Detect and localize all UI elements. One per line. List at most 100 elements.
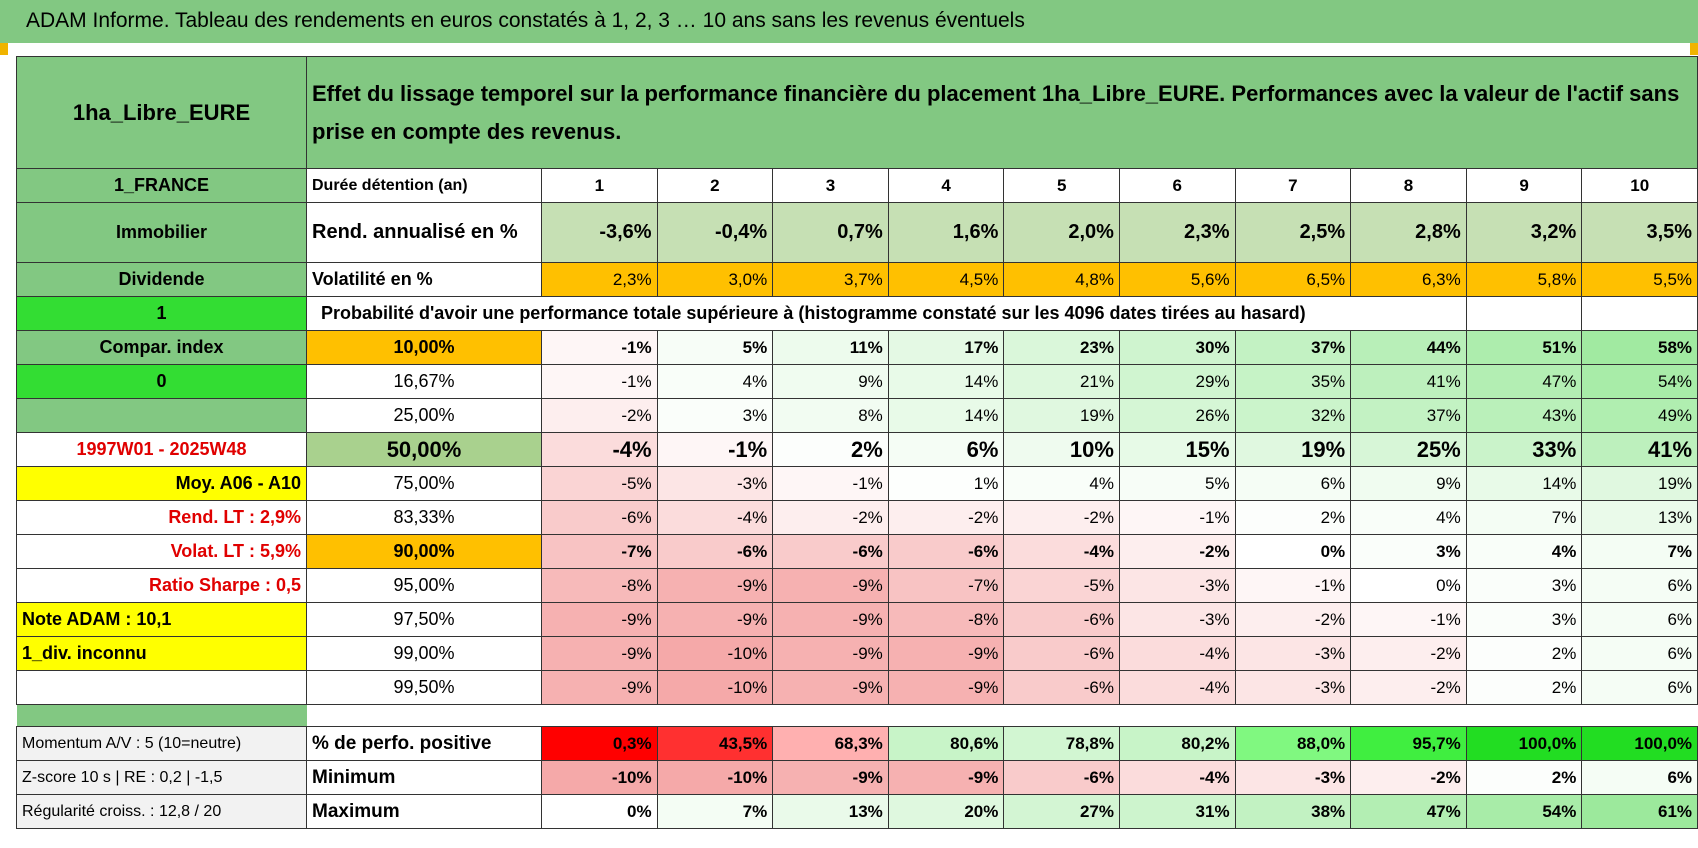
- table-row: 1997W01 - 2025W48 50,00% -4% -1% 2% 6% 10% 15% 1…: [16, 432, 1698, 467]
- empty-cell: [1465, 296, 1583, 331]
- value-cell: -1%: [541, 364, 658, 399]
- value-cell: 3,5%: [1581, 202, 1698, 263]
- row-label: Durée détention (an): [306, 168, 542, 203]
- row-header: [16, 398, 307, 433]
- title-bar: ADAM Informe. Tableau des rendements en …: [0, 0, 1698, 43]
- value-cell: 41%: [1350, 364, 1467, 399]
- value-cell: 1: [541, 168, 658, 203]
- asset-name: 1ha_Libre_EURE: [16, 56, 307, 169]
- table-row: Ratio Sharpe : 0,5 95,00% -8% -9% -9% -7% -5% -…: [16, 568, 1698, 603]
- value-cell: 10: [1581, 168, 1698, 203]
- row-header: 1_div. inconnu: [16, 636, 307, 671]
- value-cell: -1%: [1118, 500, 1236, 535]
- value-cell: -5%: [1003, 568, 1120, 603]
- value-cell: -5%: [541, 466, 658, 501]
- value-cell: -10%: [656, 670, 774, 705]
- row-label: Maximum: [306, 794, 542, 829]
- value-cell: 4,5%: [887, 262, 1005, 297]
- value-cell: 54%: [1581, 364, 1698, 399]
- value-cell: -6%: [1003, 670, 1120, 705]
- value-cell: -9%: [772, 636, 889, 671]
- value-cell: 11%: [772, 330, 889, 365]
- value-cell: 49%: [1581, 398, 1698, 433]
- value-cell: 58%: [1581, 330, 1698, 365]
- value-cell: 35%: [1234, 364, 1352, 399]
- title: ADAM Informe. Tableau des rendements en …: [26, 9, 1025, 32]
- value-cell: 30%: [1118, 330, 1236, 365]
- value-cell: 14%: [1465, 466, 1583, 501]
- value-cell: -1%: [1350, 602, 1467, 637]
- value-cell: 68,3%: [772, 726, 889, 761]
- value-cell: 5%: [1118, 466, 1236, 501]
- value-cell: 17%: [887, 330, 1005, 365]
- value-cell: -9%: [772, 568, 889, 603]
- value-cell: 4,8%: [1003, 262, 1120, 297]
- row-header: Ratio Sharpe : 0,5: [16, 568, 307, 603]
- row-label: 10,00%: [306, 330, 542, 365]
- spacer-cell: [16, 704, 307, 727]
- value-cell: 6%: [1581, 760, 1698, 795]
- value-cell: -10%: [656, 636, 774, 671]
- value-cell: 95,7%: [1350, 726, 1467, 761]
- value-cell: 4%: [1350, 500, 1467, 535]
- value-cell: -10%: [656, 760, 774, 795]
- row-header: Note ADAM : 10,1: [16, 602, 307, 637]
- value-cell: 7%: [1581, 534, 1698, 569]
- value-cell: -6%: [656, 534, 774, 569]
- table-row: Régularité croiss. : 12,8 / 20 Maximum 0% 7…: [16, 794, 1698, 829]
- row-header: Dividende: [16, 262, 307, 297]
- table-row: Note ADAM : 10,1 97,50% -9% -9% -9% -8% -6% -3%…: [16, 602, 1698, 637]
- value-cell: 0,7%: [772, 202, 889, 263]
- value-cell: -6%: [887, 534, 1005, 569]
- table-row: Moy. A06 - A10 75,00% -5% -3% -1% 1% 4% 5% 6% 9% 1…: [16, 466, 1698, 501]
- value-cell: -2%: [772, 500, 889, 535]
- row-header: Rend. LT : 2,9%: [16, 500, 307, 535]
- row-header: Régularité croiss. : 12,8 / 20: [16, 794, 307, 829]
- value-cell: 7%: [656, 794, 774, 829]
- row-header: Compar. index: [16, 330, 307, 365]
- value-cell: -4%: [541, 432, 658, 467]
- value-cell: -6%: [1003, 636, 1120, 671]
- value-cell: -9%: [541, 636, 658, 671]
- value-cell: 5,8%: [1465, 262, 1583, 297]
- value-cell: -9%: [887, 670, 1005, 705]
- frame-edge: [1690, 43, 1698, 55]
- value-cell: -2%: [887, 500, 1005, 535]
- value-cell: 32%: [1234, 398, 1352, 433]
- value-cell: 47%: [1350, 794, 1467, 829]
- row-label: Minimum: [306, 760, 542, 795]
- value-cell: -8%: [541, 568, 658, 603]
- value-cell: -4%: [1118, 636, 1236, 671]
- value-cell: 2,5%: [1234, 202, 1352, 263]
- value-cell: 38%: [1234, 794, 1352, 829]
- value-cell: 6%: [887, 432, 1005, 467]
- value-cell: -9%: [772, 670, 889, 705]
- value-cell: -2%: [1350, 636, 1467, 671]
- value-cell: -0,4%: [656, 202, 774, 263]
- row-label: 75,00%: [306, 466, 542, 501]
- value-cell: 9%: [772, 364, 889, 399]
- value-cell: 6%: [1234, 466, 1352, 501]
- value-cell: 44%: [1350, 330, 1467, 365]
- value-cell: 25%: [1350, 432, 1467, 467]
- value-cell: 6%: [1581, 670, 1698, 705]
- row-header: Z-score 10 s | RE : 0,2 | -1,5: [16, 760, 307, 795]
- value-cell: 4%: [656, 364, 774, 399]
- value-cell: -2%: [1350, 760, 1467, 795]
- value-cell: -7%: [887, 568, 1005, 603]
- value-cell: -9%: [772, 602, 889, 637]
- value-cell: -3,6%: [541, 202, 658, 263]
- value-cell: -2%: [541, 398, 658, 433]
- value-cell: 37%: [1234, 330, 1352, 365]
- row-header: Immobilier: [16, 202, 307, 263]
- value-cell: 27%: [1003, 794, 1120, 829]
- frame-edge: [0, 43, 8, 55]
- value-cell: 2,0%: [1003, 202, 1120, 263]
- value-cell: 7%: [1465, 500, 1583, 535]
- value-cell: 2%: [1234, 500, 1352, 535]
- value-cell: 47%: [1465, 364, 1583, 399]
- row-header: 0: [16, 364, 307, 399]
- value-cell: -7%: [541, 534, 658, 569]
- value-cell: 15%: [1118, 432, 1236, 467]
